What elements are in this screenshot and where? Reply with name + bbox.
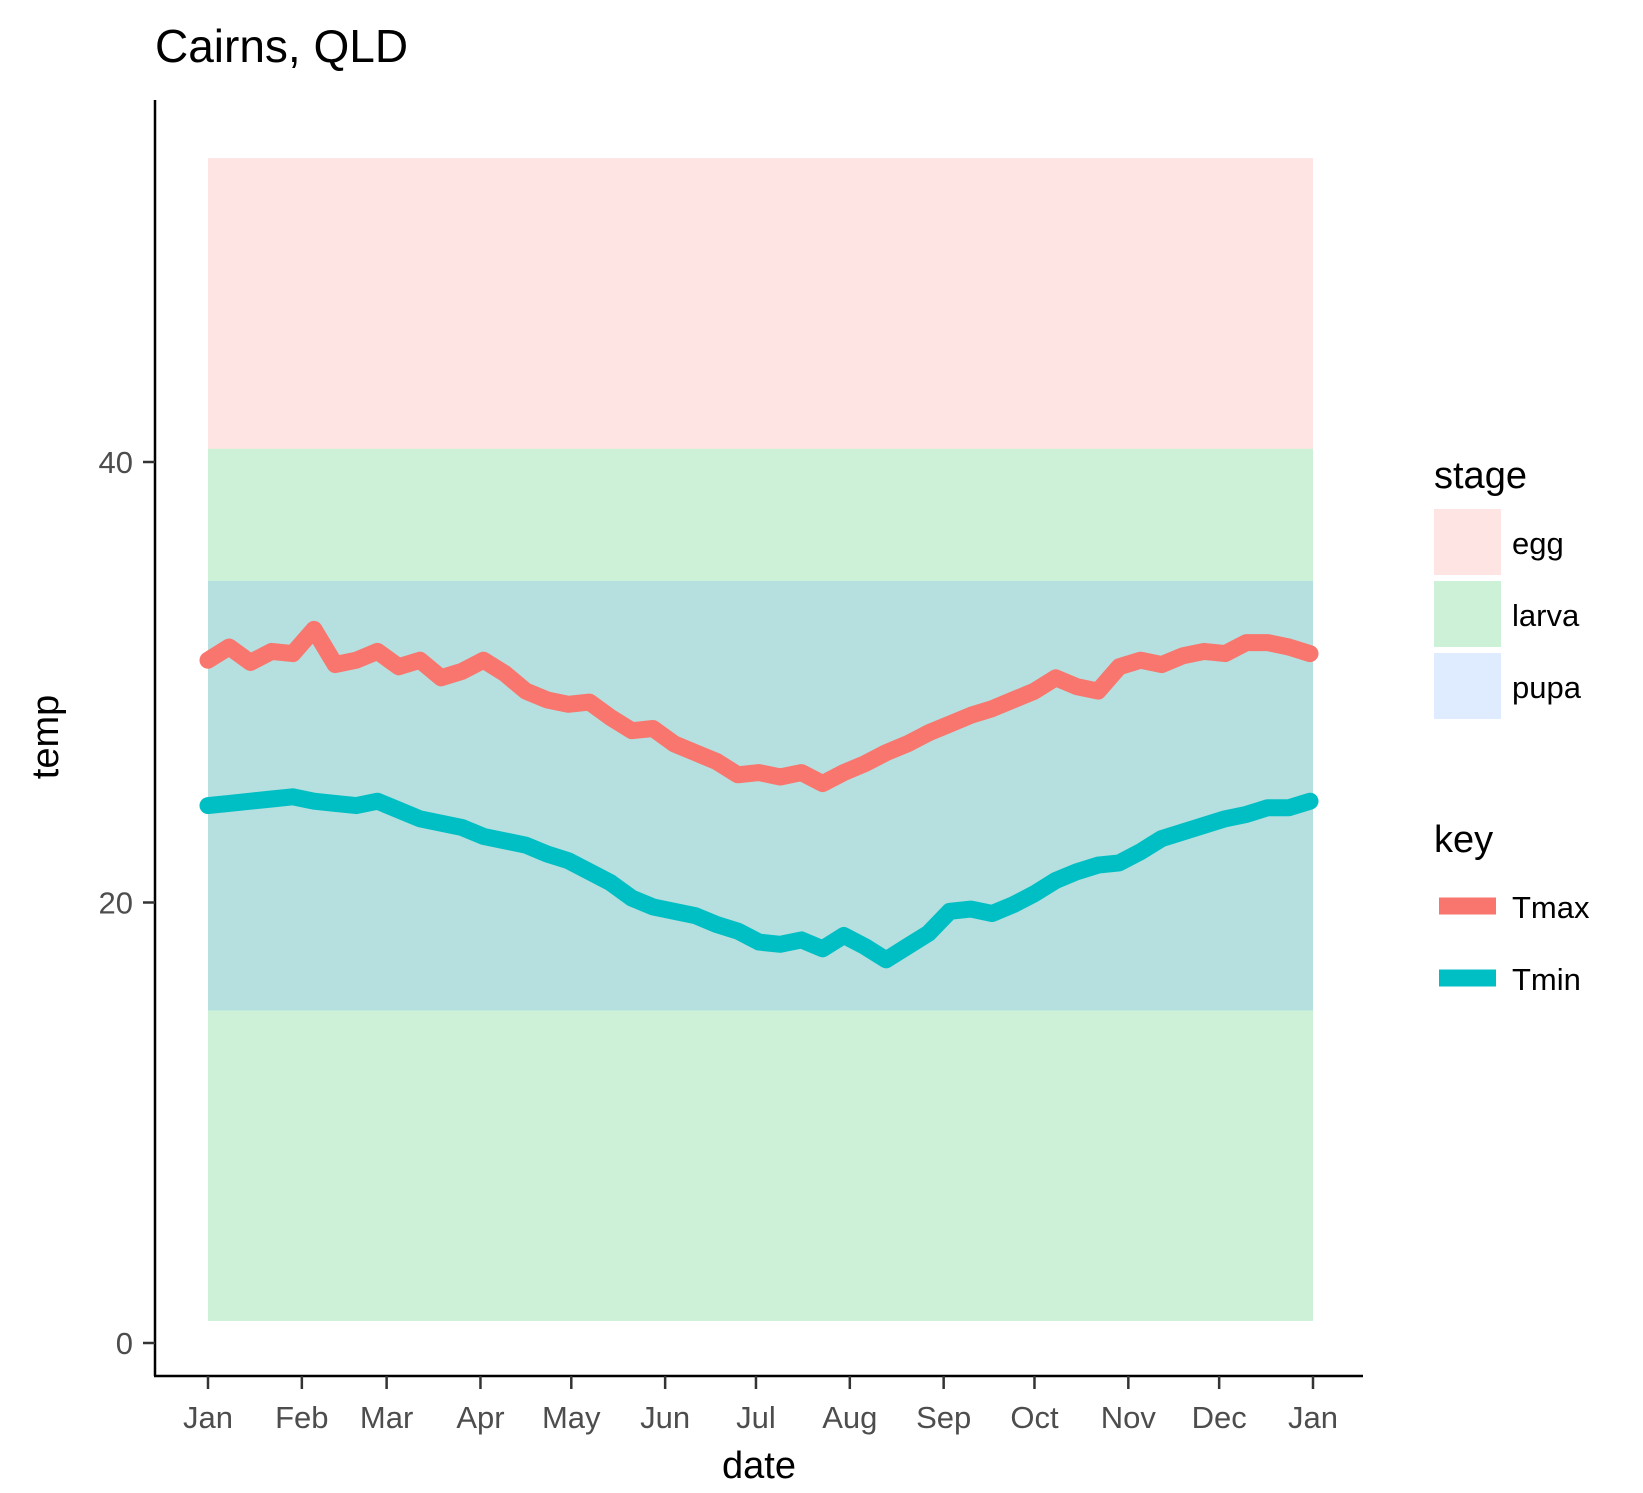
x-tick-label-12: Jan xyxy=(1288,1400,1338,1435)
x-tick-label-6: Jul xyxy=(736,1400,776,1435)
x-tick-label-9: Oct xyxy=(1010,1400,1059,1435)
legend-label-egg: egg xyxy=(1512,526,1564,561)
legend-label-tmin: Tmin xyxy=(1512,962,1581,997)
stage-bands xyxy=(208,158,1313,1321)
legend-title-key: key xyxy=(1434,819,1493,861)
series-lines xyxy=(199,620,1319,969)
legend-label-larva: larva xyxy=(1512,598,1580,633)
series-line-tmax xyxy=(199,620,1319,793)
x-axis-ticks: Jan Feb Mar Apr May Jun Jul Aug Sep Oct Nov Dec Jan xyxy=(183,1376,1338,1435)
legend: stage egg larva pupa key Tmax Tmin xyxy=(1434,455,1590,997)
x-tick-label-10: Nov xyxy=(1101,1400,1157,1435)
y-tick-label-0: 0 xyxy=(116,1326,133,1361)
y-axis-ticks: 0 20 40 xyxy=(99,445,155,1361)
y-tick-label-40: 40 xyxy=(99,445,133,480)
x-axis-title: date xyxy=(722,1445,796,1487)
legend-key-larva xyxy=(1434,581,1501,647)
y-axis-title: temp xyxy=(25,695,67,779)
x-tick-label-5: Jun xyxy=(640,1400,690,1435)
series-line-tmin xyxy=(199,788,1319,969)
band-larva xyxy=(208,448,1313,1321)
legend-label-tmax: Tmax xyxy=(1512,890,1590,925)
x-tick-label-1: Feb xyxy=(275,1400,328,1435)
chart-title: Cairns, QLD xyxy=(155,20,408,72)
x-tick-label-8: Sep xyxy=(916,1400,971,1435)
x-tick-label-7: Aug xyxy=(822,1400,877,1435)
legend-key-egg xyxy=(1434,509,1501,575)
legend-key-pupa xyxy=(1434,653,1501,719)
y-tick-label-20: 20 xyxy=(99,886,133,921)
legend-title-stage: stage xyxy=(1434,455,1527,497)
legend-label-pupa: pupa xyxy=(1512,670,1582,705)
x-tick-label-4: May xyxy=(542,1400,601,1435)
x-tick-label-2: Mar xyxy=(360,1400,413,1435)
x-tick-label-0: Jan xyxy=(183,1400,233,1435)
x-tick-label-3: Apr xyxy=(456,1400,504,1435)
x-tick-label-11: Dec xyxy=(1192,1400,1247,1435)
band-egg xyxy=(208,158,1313,449)
